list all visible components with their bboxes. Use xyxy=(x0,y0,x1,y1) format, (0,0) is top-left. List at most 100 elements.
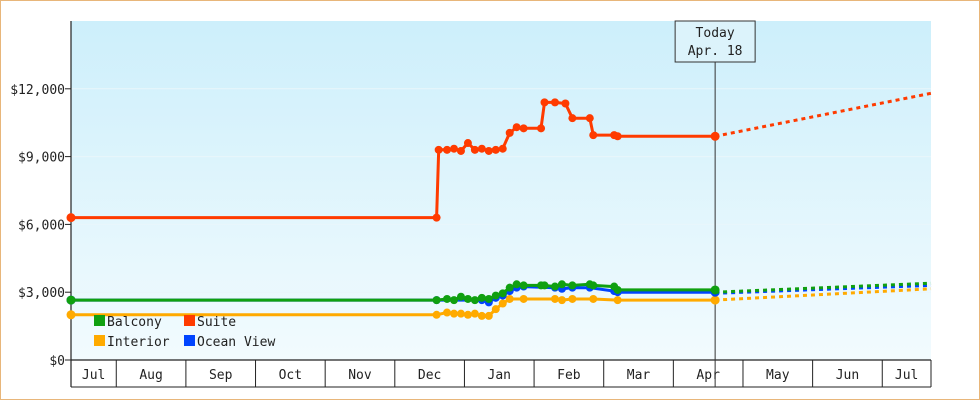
data-point-suite xyxy=(568,114,577,123)
data-point-balcony xyxy=(557,280,566,289)
data-point-suite xyxy=(589,131,598,140)
data-point-interior xyxy=(449,309,458,318)
y-tick-label: $9,000 xyxy=(18,151,65,166)
data-point-interior xyxy=(484,311,493,320)
data-point-interior xyxy=(557,296,566,305)
data-point-interior xyxy=(470,309,479,318)
data-point-balcony xyxy=(66,295,76,305)
data-point-suite xyxy=(434,145,443,154)
x-tick-label: Jul xyxy=(82,368,105,383)
data-point-interior xyxy=(491,305,500,314)
data-point-suite xyxy=(456,146,465,155)
data-point-suite xyxy=(449,144,458,153)
data-point-interior xyxy=(710,295,720,305)
data-point-balcony xyxy=(491,291,500,300)
data-point-suite xyxy=(505,128,514,137)
x-tick-label: Apr xyxy=(696,368,720,383)
legend-label-ocean-view: Ocean View xyxy=(197,335,275,350)
data-point-balcony xyxy=(710,285,720,295)
legend-swatch-interior xyxy=(94,335,105,346)
y-tick-label: $3,000 xyxy=(18,286,65,301)
legend-label-balcony: Balcony xyxy=(107,315,162,330)
y-tick-label: $6,000 xyxy=(18,218,65,233)
data-point-suite xyxy=(484,146,493,155)
x-tick-label: Jul xyxy=(895,368,918,383)
x-tick-label: May xyxy=(766,368,790,383)
legend-label-interior: Interior xyxy=(107,335,170,350)
today-date: Apr. 18 xyxy=(688,44,743,59)
x-tick-label: Mar xyxy=(627,368,651,383)
data-point-balcony xyxy=(505,283,514,292)
x-tick-label: Oct xyxy=(279,368,302,383)
data-point-suite xyxy=(470,145,479,154)
data-point-balcony xyxy=(432,296,441,305)
x-tick-label: Jun xyxy=(836,368,859,383)
data-point-interior xyxy=(568,294,577,303)
data-point-suite xyxy=(66,213,76,223)
data-point-interior xyxy=(66,310,76,320)
data-point-interior xyxy=(463,310,472,319)
data-point-balcony xyxy=(550,282,559,291)
data-point-balcony xyxy=(613,285,622,294)
plot-background xyxy=(71,21,931,360)
x-tick-label: Sep xyxy=(209,368,233,383)
data-point-interior xyxy=(613,296,622,305)
data-point-interior xyxy=(498,299,507,308)
data-point-balcony xyxy=(456,292,465,301)
data-point-balcony xyxy=(589,281,598,290)
legend: Balcony Suite Interior Ocean View xyxy=(94,315,275,350)
data-point-balcony xyxy=(477,293,486,302)
today-label: Today xyxy=(696,26,735,41)
y-tick-label: $12,000 xyxy=(10,83,65,98)
data-point-balcony xyxy=(470,296,479,305)
data-point-interior xyxy=(432,310,441,319)
data-point-suite xyxy=(512,123,521,132)
data-point-interior xyxy=(519,294,528,303)
legend-label-suite: Suite xyxy=(197,315,236,330)
data-point-balcony xyxy=(449,296,458,305)
y-axis: $0 $3,000 $6,000 $9,000 $12,000 xyxy=(10,21,72,387)
data-point-suite xyxy=(432,213,441,222)
x-axis: Jul Aug Sep Oct Nov Dec Jan Feb Mar Apr May Jun Jul xyxy=(71,359,932,388)
today-box xyxy=(674,20,756,63)
data-point-suite xyxy=(613,132,622,141)
data-point-suite xyxy=(537,124,546,133)
data-point-suite xyxy=(463,139,472,148)
legend-swatch-ocean-view xyxy=(184,335,195,346)
today-marker: Today Apr. 18 xyxy=(674,20,756,387)
data-point-suite xyxy=(710,131,720,141)
x-tick-label: Dec xyxy=(418,368,441,383)
data-point-interior xyxy=(477,311,486,320)
x-tick-label: Jan xyxy=(488,368,511,383)
data-point-balcony xyxy=(463,294,472,303)
data-point-suite xyxy=(561,99,570,108)
data-point-balcony xyxy=(512,280,521,289)
data-point-balcony xyxy=(484,294,493,303)
data-point-interior xyxy=(550,294,559,303)
data-point-balcony xyxy=(498,289,507,298)
data-point-suite xyxy=(519,124,528,133)
data-point-balcony xyxy=(540,281,549,290)
x-tick-label: Feb xyxy=(557,368,581,383)
data-point-balcony xyxy=(568,281,577,290)
data-point-suite xyxy=(477,144,486,153)
x-tick-label: Nov xyxy=(348,368,372,383)
data-point-balcony xyxy=(519,281,528,290)
data-point-suite xyxy=(491,145,500,154)
legend-swatch-suite xyxy=(184,315,195,326)
data-point-interior xyxy=(505,294,514,303)
data-point-suite xyxy=(443,145,452,154)
data-point-interior xyxy=(456,309,465,318)
data-point-interior xyxy=(589,294,598,303)
data-point-suite xyxy=(540,98,549,107)
legend-swatch-balcony xyxy=(94,315,105,326)
x-tick-label: Aug xyxy=(139,368,162,383)
y-tick-label: $0 xyxy=(49,354,65,369)
series-group xyxy=(66,91,932,320)
data-point-interior xyxy=(443,308,452,317)
data-point-suite xyxy=(550,98,559,107)
data-point-suite xyxy=(498,144,507,153)
data-point-balcony xyxy=(443,294,452,303)
